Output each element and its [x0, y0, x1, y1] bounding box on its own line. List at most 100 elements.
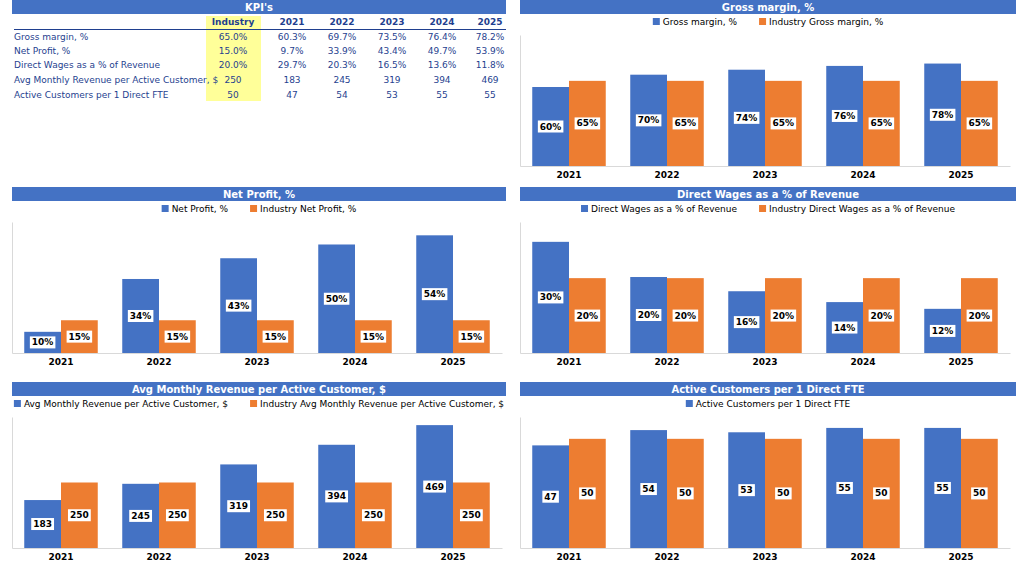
legend-item: Avg Monthly Revenue per Active Customer,… [14, 399, 228, 409]
cell: 16.5% [378, 60, 407, 70]
data-label-group: 60% [538, 121, 564, 133]
data-label: 76% [834, 111, 856, 121]
data-label: 55 [936, 483, 949, 493]
title-bar [12, 187, 506, 201]
data-label: 16% [736, 317, 758, 327]
data-label-group: 50 [971, 487, 988, 499]
legend: Avg Monthly Revenue per Active Customer,… [14, 399, 504, 409]
data-label: 65% [969, 118, 991, 128]
data-label: 43% [228, 301, 250, 311]
data-label-group: 78% [930, 109, 956, 121]
x-tick-label: 2024 [850, 552, 875, 562]
y-axis-line [520, 418, 521, 549]
x-tick-label: 2025 [948, 170, 973, 180]
cell: 65.0% [219, 32, 248, 42]
x-axis-line [13, 353, 503, 354]
column-header: 2024 [429, 17, 454, 27]
cell: 9.7% [281, 46, 304, 56]
legend-label: Active Customers per 1 Direct FTE [696, 399, 851, 409]
bar [728, 291, 765, 353]
x-axis: 20212022202320242025 [521, 167, 1011, 181]
data-label-group: 20% [636, 309, 662, 321]
data-label-group: 10% [30, 336, 56, 348]
x-tick: 2024 [850, 357, 875, 367]
bar [765, 439, 802, 548]
x-tick-label: 2022 [146, 552, 171, 562]
data-label-box [734, 316, 760, 328]
cell: 250 [224, 75, 241, 85]
x-axis-line [521, 166, 1011, 167]
data-label-group: 20% [771, 310, 797, 322]
bar [159, 483, 196, 549]
x-tick-label: 2022 [654, 357, 679, 367]
bar [765, 278, 802, 353]
bars [532, 64, 998, 166]
bar [765, 81, 802, 166]
bar [257, 483, 294, 549]
legend-item: Direct Wages as a % of Revenue [581, 204, 737, 214]
legend: Gross margin, %Industry Gross margin, % [653, 17, 884, 27]
cell: 60.3% [278, 32, 307, 42]
legend-item: Industry Avg Monthly Revenue per Active … [250, 399, 504, 409]
bar [630, 277, 667, 353]
cell: 47 [286, 90, 297, 100]
x-tick-label: 2021 [556, 552, 581, 562]
title-bar [520, 0, 1016, 14]
data-label-box [967, 310, 993, 322]
bar [961, 278, 998, 353]
legend-item: Industry Gross margin, % [759, 17, 884, 27]
data-label: 12% [932, 326, 954, 336]
data-label-box [538, 291, 564, 303]
data-labels: 10%34%43%50%54%15%15%15%15%15% [30, 288, 484, 348]
data-label: 15% [265, 332, 287, 342]
data-labels: 183245319394469250250250250250 [31, 481, 483, 530]
data-label-box [324, 293, 350, 305]
x-tick-label: 2023 [244, 552, 269, 562]
data-label: 10% [32, 337, 54, 347]
x-tick-label: 2021 [48, 357, 73, 367]
data-label-box [542, 491, 559, 503]
data-label-box [31, 518, 54, 530]
bar [826, 302, 863, 353]
data-label-group: 20% [673, 310, 699, 322]
data-label: 47 [544, 492, 557, 502]
data-label-box [967, 117, 993, 129]
data-label-box [869, 310, 895, 322]
x-axis: 20212022202320242025 [13, 354, 503, 368]
data-label-box [362, 509, 385, 521]
data-label-box [227, 500, 250, 512]
bar [61, 320, 98, 353]
chart-panel: Net Profit, %2021202220232024202510%34%4… [12, 187, 506, 367]
data-label-group: 15% [459, 331, 485, 343]
bar [159, 320, 196, 353]
cell: 43.4% [378, 46, 407, 56]
data-label-group: 34% [128, 310, 154, 322]
y-axis [12, 418, 13, 549]
bar [569, 81, 606, 166]
data-label-box [738, 484, 755, 496]
data-label-group: 15% [165, 331, 191, 343]
header-rule [14, 29, 506, 30]
data-label-group: 12% [930, 325, 956, 337]
data-label: 74% [736, 113, 758, 123]
data-label: 50 [973, 488, 986, 498]
cell: 69.7% [328, 32, 357, 42]
x-axis: 20212022202320242025 [521, 354, 1011, 368]
data-label: 20% [871, 311, 893, 321]
data-label-box [459, 331, 485, 343]
bar [122, 279, 159, 353]
bar [24, 332, 61, 353]
cell: 20.0% [219, 60, 248, 70]
row-label: Net Profit, % [14, 46, 71, 56]
data-label-group: 47 [542, 491, 559, 503]
cell: 50 [227, 90, 239, 100]
bar [667, 439, 704, 548]
cell: 394 [433, 75, 450, 85]
x-tick: 2024 [850, 552, 875, 562]
x-tick: 2021 [48, 357, 73, 367]
bar [863, 278, 900, 353]
bar [220, 464, 257, 548]
data-label-group: 50 [579, 487, 596, 499]
data-label-box [869, 117, 895, 129]
bar [961, 81, 998, 166]
